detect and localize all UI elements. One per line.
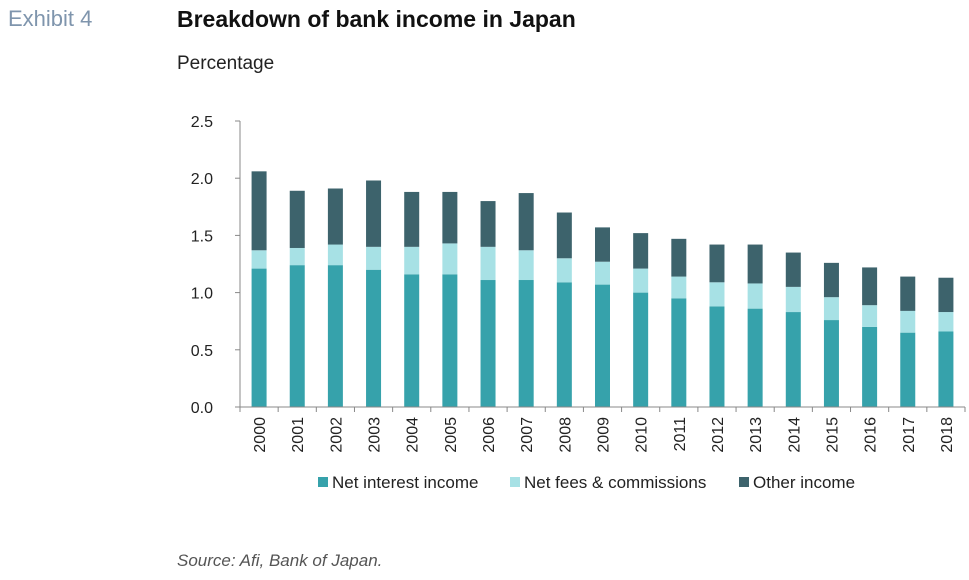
bar-net-fees-commissions-2008 [556, 258, 572, 283]
bar-net-interest-income-2011 [671, 298, 687, 407]
y-tick-label: 2.0 [191, 171, 213, 188]
chart-subtitle: Percentage [177, 53, 275, 74]
chart-title: Breakdown of bank income in Japan [177, 6, 576, 32]
bar-net-interest-income-2007 [518, 280, 534, 407]
bar-net-interest-income-2015 [823, 320, 839, 407]
source-note: Source: Afi, Bank of Japan. [177, 551, 383, 570]
bar-other-income-2007 [518, 193, 534, 251]
x-tick-label: 2015 [824, 417, 841, 453]
bar-other-income-2002 [327, 188, 343, 245]
bar-net-interest-income-2010 [633, 292, 649, 407]
bar-net-interest-income-2017 [900, 332, 916, 407]
bar-other-income-2017 [900, 276, 916, 311]
bar-other-income-2012 [709, 244, 725, 283]
bar-other-income-2006 [480, 201, 496, 247]
x-tick-label: 2012 [710, 417, 727, 453]
x-tick-label: 2016 [863, 417, 880, 453]
bar-net-fees-commissions-2007 [518, 250, 534, 281]
x-tick-label: 2002 [328, 417, 345, 453]
bar-chart: 0.0 0.5 1.0 1.5 2.0 2.5 2000 2001 2002 2003 2004 20… [191, 114, 966, 492]
x-tick-label: 2000 [252, 417, 269, 453]
bar-other-income-2018 [938, 277, 954, 313]
bar-net-interest-income-2002 [327, 265, 343, 407]
bar-net-interest-income-2001 [289, 265, 305, 407]
bar-other-income-2000 [251, 171, 267, 251]
x-tick-label: 2006 [481, 417, 498, 453]
bar-net-interest-income-2013 [747, 308, 763, 407]
x-tick-label: 2014 [786, 417, 803, 453]
bar-net-fees-commissions-2011 [671, 276, 687, 299]
bar-net-fees-commissions-2013 [747, 283, 763, 309]
bar-other-income-2008 [556, 212, 572, 259]
x-tick-label: 2008 [557, 417, 574, 453]
legend-label: Net fees & commissions [524, 473, 706, 492]
x-tick-label: 2004 [405, 417, 422, 453]
x-tick-label: 2018 [939, 417, 956, 453]
bar-other-income-2001 [289, 190, 305, 248]
bar-net-fees-commissions-2016 [862, 305, 878, 327]
bar-net-fees-commissions-2001 [289, 247, 305, 266]
exhibit-label: Exhibit 4 [8, 6, 93, 31]
bar-net-fees-commissions-2006 [480, 246, 496, 281]
x-tick-label: 2003 [367, 417, 384, 453]
bar-other-income-2011 [671, 238, 687, 277]
bar-net-interest-income-2005 [442, 274, 458, 407]
bar-net-interest-income-2018 [938, 331, 954, 407]
x-tick-label: 2011 [672, 417, 689, 452]
x-tick-label: 2007 [519, 417, 536, 453]
axes-group: 0.0 0.5 1.0 1.5 2.0 2.5 2000 2001 2002 2003 2004 20… [191, 114, 966, 453]
bar-net-fees-commissions-2017 [900, 310, 916, 333]
bar-other-income-2009 [595, 227, 610, 262]
bar-net-fees-commissions-2018 [938, 312, 954, 332]
x-tick-label: 2001 [290, 417, 307, 453]
x-tick-label: 2010 [634, 417, 651, 453]
bar-net-interest-income-2004 [404, 274, 420, 407]
bar-other-income-2013 [747, 244, 763, 284]
bar-net-fees-commissions-2014 [785, 286, 801, 313]
bar-net-interest-income-2003 [366, 269, 382, 407]
x-tick-label: 2017 [901, 417, 918, 453]
x-tick-label: 2005 [443, 417, 460, 453]
bar-net-interest-income-2012 [709, 306, 725, 407]
y-tick-label: 1.5 [191, 228, 213, 245]
bar-net-interest-income-2006 [480, 280, 496, 407]
bar-net-fees-commissions-2005 [442, 243, 458, 275]
bar-other-income-2014 [785, 252, 801, 287]
bar-net-interest-income-2000 [251, 268, 267, 407]
bar-other-income-2015 [823, 262, 839, 298]
bar-net-fees-commissions-2012 [709, 282, 725, 307]
legend-swatch [739, 477, 749, 487]
bar-other-income-2004 [404, 191, 420, 247]
bar-net-fees-commissions-2010 [633, 268, 649, 293]
bar-net-fees-commissions-2003 [366, 246, 382, 270]
bar-other-income-2003 [366, 180, 382, 247]
bar-net-fees-commissions-2002 [327, 244, 343, 266]
y-tick-label: 0.0 [191, 400, 213, 417]
y-tick-label: 1.0 [191, 286, 213, 303]
bar-net-fees-commissions-2015 [823, 297, 839, 321]
bar-net-interest-income-2008 [556, 282, 572, 407]
bar-net-fees-commissions-2009 [595, 261, 610, 285]
legend: Net interest income Net fees & commission… [318, 473, 855, 492]
x-tick-label: 2013 [748, 417, 765, 453]
y-tick-label: 0.5 [191, 343, 213, 360]
bar-other-income-2005 [442, 191, 458, 244]
legend-label: Net interest income [332, 473, 478, 492]
bar-net-fees-commissions-2004 [404, 246, 420, 275]
legend-label: Other income [753, 473, 855, 492]
bar-net-interest-income-2009 [595, 284, 610, 407]
bar-other-income-2016 [862, 267, 878, 306]
bar-net-interest-income-2014 [785, 312, 801, 407]
bar-net-interest-income-2016 [862, 326, 878, 407]
x-tick-label: 2009 [596, 417, 613, 453]
legend-swatch [510, 477, 520, 487]
legend-swatch [318, 477, 328, 487]
bar-net-fees-commissions-2000 [251, 250, 267, 269]
bar-other-income-2010 [633, 233, 649, 269]
bars-group [251, 171, 954, 407]
y-tick-label: 2.5 [191, 114, 213, 131]
